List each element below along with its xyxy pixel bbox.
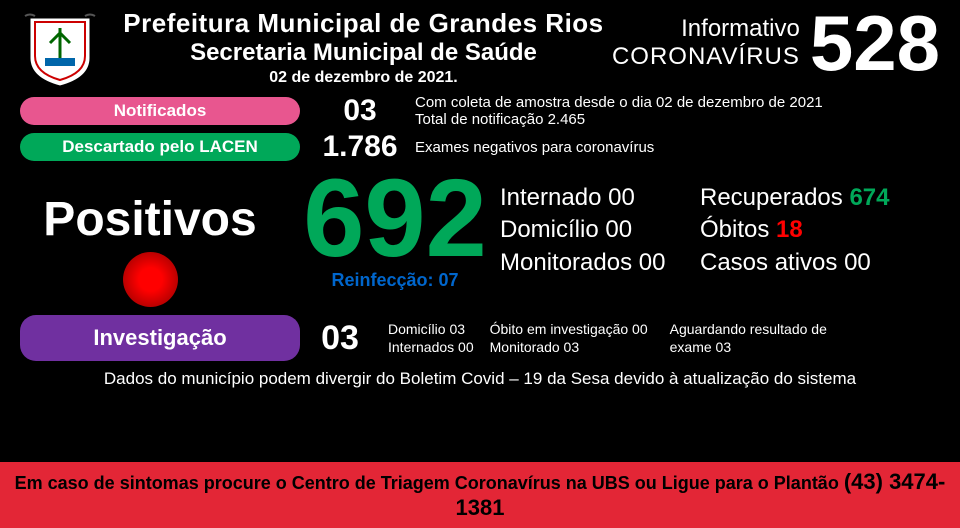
bulletin-number: 528 xyxy=(810,8,940,78)
positives-label: Positivos xyxy=(0,192,300,247)
positives-main: 692 Reinfecção: 07 xyxy=(300,172,490,291)
investigation-col1: Domicílio 03 Internados 00 xyxy=(380,320,482,356)
bulletin-subject: CORONAVÍRUS xyxy=(612,43,800,71)
positives-row: Positivos 692 Reinfecção: 07 Internado 0… xyxy=(0,172,960,307)
investigation-value: 03 xyxy=(300,319,380,358)
positives-left: Positivos xyxy=(0,172,300,307)
header-right: Informativo CORONAVÍRUS 528 xyxy=(612,8,940,78)
discarded-desc: Exames negativos para coronavírus xyxy=(410,139,960,156)
investigation-col2: Óbito em investigação 00 Monitorado 03 xyxy=(482,320,662,356)
footer-note: Dados do município podem divergir do Bol… xyxy=(20,369,940,389)
header-titles: Prefeitura Municipal de Grandes Rios Sec… xyxy=(115,8,612,87)
positives-breakdown-1: Internado 00 Domicílio 00 Monitorados 00 xyxy=(490,172,700,279)
investigation-col3: Aguardando resultado de exame 03 xyxy=(662,320,835,356)
positives-breakdown-2: Recuperados 674 Óbitos 18 Casos ativos 0… xyxy=(700,172,889,279)
coronavirus-icon xyxy=(123,252,178,307)
notified-pill: Notificados xyxy=(20,97,300,125)
positives-value: 692 xyxy=(300,172,490,266)
notified-desc: Com coleta de amostra desde o dia 02 de … xyxy=(410,94,960,128)
notified-row: Notificados 03 Com coleta de amostra des… xyxy=(0,94,960,128)
notified-desc-line2: Total de notificação 2.465 xyxy=(415,111,960,128)
footer-text: Em caso de sintomas procure o Centro de … xyxy=(15,473,844,493)
city-crest-logo xyxy=(20,8,100,88)
investigation-pill: Investigação xyxy=(20,315,300,361)
bulletin-type: Informativo xyxy=(612,15,800,43)
header: Prefeitura Municipal de Grandes Rios Sec… xyxy=(0,0,960,92)
department-title: Secretaria Municipal de Saúde xyxy=(115,39,612,67)
notified-desc-line1: Com coleta de amostra desde o dia 02 de … xyxy=(415,94,960,111)
bulletin-date: 02 de dezembro de 2021. xyxy=(115,69,612,87)
discarded-pill: Descartado pelo LACEN xyxy=(20,133,300,161)
footer-bar: Em caso de sintomas procure o Centro de … xyxy=(0,462,960,528)
municipality-title: Prefeitura Municipal de Grandes Rios xyxy=(115,8,612,39)
notified-value: 03 xyxy=(310,94,410,128)
investigation-row: Investigação 03 Domicílio 03 Internados … xyxy=(0,315,960,361)
